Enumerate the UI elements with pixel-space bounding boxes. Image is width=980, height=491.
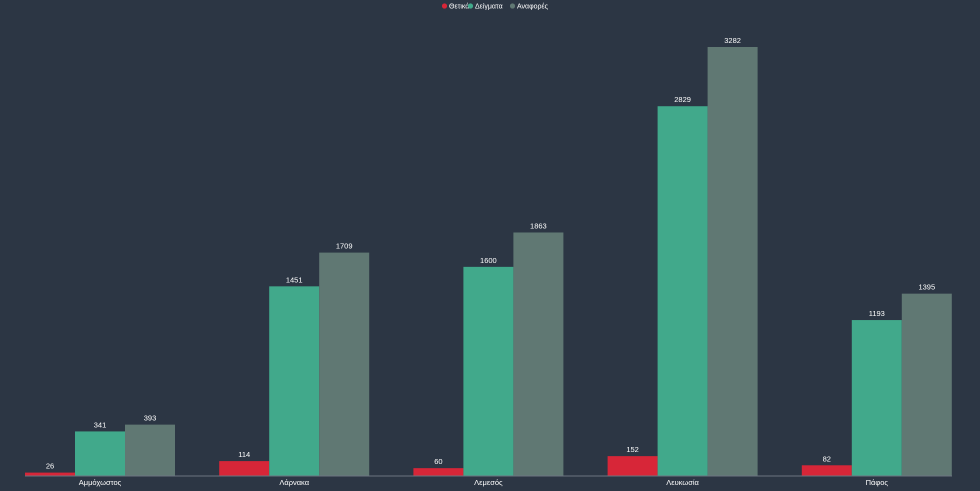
value-label-Δείγματα-Λεμεσός: 1600 — [480, 256, 497, 265]
value-label-Αναφορές-Αμμόχωστος: 393 — [144, 414, 157, 423]
legend-marker-Δείγματα — [467, 3, 474, 9]
bar-Θετικά-Λάρνακα — [219, 461, 270, 476]
bar-Αναφορές-Πάφος — [901, 293, 952, 476]
bar-Αναφορές-Λευκωσία — [707, 47, 758, 476]
bar-Αναφορές-Λάρνακα — [319, 252, 370, 476]
value-label-Δείγματα-Αμμόχωστος: 341 — [94, 420, 107, 429]
bar-Θετικά-Πάφος — [801, 465, 852, 476]
value-label-Δείγματα-Λευκωσία: 2829 — [674, 95, 691, 104]
x-tick-label-Αμμόχωστος: Αμμόχωστος — [79, 478, 122, 487]
value-label-Θετικά-Λάρνακα: 114 — [238, 450, 250, 459]
x-tick-label-Λάρνακα: Λάρνακα — [279, 478, 309, 487]
value-label-Θετικά-Λεμεσός: 60 — [434, 457, 442, 466]
legend-marker-Αναφορές — [509, 3, 516, 9]
bar-Θετικά-Λευκωσία — [607, 456, 658, 476]
chart-bars — [25, 47, 952, 476]
x-tick-label-Λευκωσία: Λευκωσία — [666, 478, 699, 487]
value-label-Θετικά-Λευκωσία: 152 — [626, 445, 639, 454]
bar-Δείγματα-Αμμόχωστος — [75, 431, 125, 476]
chart-legend: Θετικά Δείγματα Αναφορές — [441, 3, 549, 11]
value-label-Αναφορές-Λάρνακα: 1709 — [336, 242, 353, 251]
legend-label-Θετικά: Θετικά — [449, 3, 469, 11]
bar-Δείγματα-Λεμεσός — [463, 266, 514, 476]
chart-value-labels: 26 341 393 114 1451 1709 60 1600 1863 152 2829 3282… — [46, 36, 935, 471]
legend-marker-Θετικά — [441, 3, 448, 9]
value-label-Θετικά-Αμμόχωστος: 26 — [46, 462, 54, 471]
value-label-Αναφορές-Λευκωσία: 3282 — [724, 36, 741, 45]
bar-Θετικά-Αμμόχωστος — [25, 472, 75, 476]
value-label-Θετικά-Πάφος: 82 — [823, 454, 831, 463]
legend-label-Δείγματα: Δείγματα — [475, 3, 503, 11]
x-axis-tick-labels: Αμμόχωστος Λάρνακα Λεμεσός Λευκωσία Πάφος — [79, 478, 889, 487]
bar-Αναφορές-Αμμόχωστος — [125, 424, 175, 476]
value-label-Αναφορές-Πάφος: 1395 — [918, 283, 935, 292]
x-tick-label-Πάφος: Πάφος — [866, 478, 889, 487]
legend-label-Αναφορές: Αναφορές — [517, 3, 549, 11]
value-label-Δείγματα-Λάρνακα: 1451 — [286, 275, 303, 284]
bar-Δείγματα-Λευκωσία — [657, 106, 708, 476]
value-label-Δείγματα-Πάφος: 1193 — [869, 309, 885, 318]
bar-Θετικά-Λεμεσός — [413, 468, 464, 476]
bar-Δείγματα-Λάρνακα — [269, 286, 320, 476]
value-label-Αναφορές-Λεμεσός: 1863 — [530, 221, 547, 230]
bar-Δείγματα-Πάφος — [851, 320, 902, 476]
bar-Αναφορές-Λεμεσός — [513, 232, 564, 476]
x-tick-label-Λεμεσός: Λεμεσός — [474, 478, 503, 487]
